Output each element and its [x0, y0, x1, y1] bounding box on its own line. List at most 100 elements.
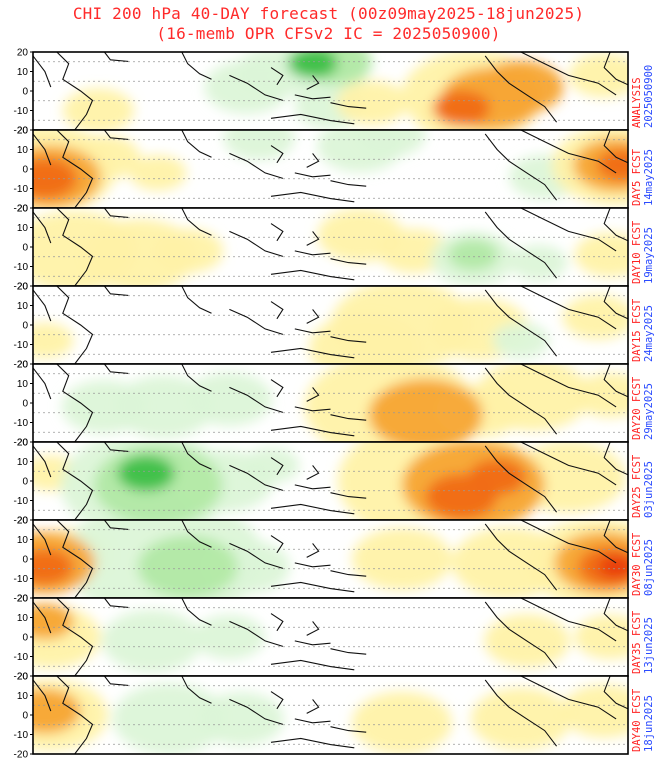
- coastlines: [33, 442, 628, 520]
- positive-anomaly-blob: [33, 603, 74, 640]
- y-tick-label: -20: [14, 672, 29, 683]
- positive-anomaly-blob: [574, 614, 628, 660]
- negative-anomaly-blob: [193, 614, 266, 660]
- y-tick-label: 0: [22, 633, 28, 644]
- panel-label: DAY40 FCST: [631, 688, 643, 752]
- coastlines: [33, 52, 628, 130]
- y-tick-label: -20: [14, 360, 29, 371]
- panel-field: [33, 520, 628, 598]
- panel-2: 20 10 0 -10 -20 DAY5 FCST 14may2025: [14, 126, 655, 215]
- y-tick-label: -20: [14, 126, 29, 137]
- panel-9: 20 10 0 -10 -20 DAY40 FCST 18jun2025: [14, 672, 655, 761]
- panel-label: DAY15 FCST: [631, 298, 643, 362]
- positive-anomaly-blob: [598, 555, 628, 578]
- y-tick-label: 20: [17, 516, 29, 527]
- negative-anomaly-blob: [117, 455, 175, 492]
- negative-anomaly-blob: [510, 244, 568, 281]
- y-tick-label: -10: [14, 652, 29, 663]
- y-tick-label: -10: [14, 418, 29, 429]
- y-tick-label: 20: [17, 282, 29, 293]
- y-tick-label: 10: [17, 535, 29, 546]
- y-tick-label: 10: [17, 145, 29, 156]
- y-tick-label: 20: [17, 126, 29, 137]
- y-tick-label: 10: [17, 301, 29, 312]
- positive-anomaly-blob: [470, 687, 571, 751]
- negative-anomaly-blob: [186, 372, 273, 426]
- positive-anomaly-blob: [468, 459, 526, 495]
- positive-anomaly-blob: [33, 158, 78, 199]
- chart-title-line2: (16-memb OPR CFSv2 IC = 2025050900): [156, 24, 501, 43]
- positive-anomaly-blob: [152, 228, 224, 274]
- y-tick-label: 10: [17, 67, 29, 78]
- coastlines: [33, 364, 628, 442]
- coastlines: [33, 520, 628, 598]
- panel-field: [33, 208, 628, 286]
- negative-anomaly-blob: [112, 683, 227, 754]
- positive-anomaly-blob: [562, 294, 628, 340]
- y-tick-label: 0: [22, 87, 28, 98]
- panel-4: 20 10 0 -10 -20 DAY15 FCST 24may2025: [14, 282, 655, 371]
- y-tick-label: -20: [14, 516, 29, 527]
- negative-anomaly-blob: [102, 609, 202, 673]
- panel-3: 20 10 0 -10 -20 DAY10 FCST 19may2025: [14, 204, 655, 293]
- panel-date: 19may2025: [643, 227, 655, 284]
- positive-anomaly-blob: [478, 60, 564, 114]
- positive-anomaly-blob: [351, 527, 452, 591]
- y-tick-label: 20: [17, 438, 29, 449]
- y-tick-label: -10: [14, 496, 29, 507]
- y-tick-label: -20: [14, 204, 29, 215]
- y-tick-label: -10: [14, 262, 29, 273]
- positive-anomaly-blob: [475, 364, 590, 431]
- panel-field: [33, 442, 626, 520]
- positive-anomaly-blob: [432, 90, 490, 127]
- panel-label: DAY25 FCST: [631, 454, 643, 518]
- positive-anomaly-blob: [33, 548, 74, 585]
- y-tick-label: 20: [17, 360, 29, 371]
- y-tick-label: 20: [17, 204, 29, 215]
- positive-anomaly-blob: [568, 53, 628, 98]
- y-tick-label: 20: [17, 594, 29, 605]
- y-tick-label: -20: [14, 594, 29, 605]
- coastlines: [33, 286, 628, 364]
- y-tick-label: 20: [17, 672, 29, 683]
- y-tick-label: 10: [17, 691, 29, 702]
- chart-title-line1: CHI 200 hPa 40-DAY forecast (00z09may202…: [72, 4, 585, 23]
- coastlines: [33, 130, 628, 208]
- negative-anomaly-blob: [223, 130, 295, 161]
- y-tick-label: -10: [14, 574, 29, 585]
- panel-5: 20 10 0 -10 -20 DAY20 FCST 29may2025: [14, 360, 655, 449]
- positive-anomaly-blob: [574, 232, 628, 278]
- y-tick-label: 10: [17, 223, 29, 234]
- negative-anomaly-blob: [492, 322, 550, 359]
- y-tick-label: -20: [14, 282, 29, 293]
- y-tick-label: 0: [22, 399, 28, 410]
- positive-anomaly-blob: [62, 88, 135, 130]
- negative-anomaly-blob: [198, 692, 285, 746]
- y-tick-label: 20: [17, 48, 29, 59]
- panel-date: 03jun2025: [643, 461, 655, 518]
- panel-label: DAY20 FCST: [631, 376, 643, 440]
- y-tick-label: -20: [14, 438, 29, 449]
- y-tick-label: -10: [14, 106, 29, 117]
- positive-anomaly-blob: [33, 322, 74, 359]
- positive-anomaly-blob: [368, 379, 483, 442]
- coastlines: [33, 208, 628, 286]
- panel-date: 18jun2025: [643, 695, 655, 752]
- positive-anomaly-blob: [597, 149, 628, 181]
- panel-field: [62, 52, 628, 130]
- y-tick-label: -20: [14, 750, 29, 761]
- y-tick-label: 10: [17, 613, 29, 624]
- y-tick-label: 0: [22, 165, 28, 176]
- panel-label: DAY35 FCST: [631, 610, 643, 674]
- negative-anomaly-blob: [354, 130, 426, 157]
- panel-1: 20 10 0 -10 -20 ANALYSIS 2025050900: [14, 48, 655, 137]
- panel-label: DAY10 FCST: [631, 220, 643, 284]
- positive-anomaly-blob: [33, 688, 81, 734]
- y-tick-label: 0: [22, 477, 28, 488]
- negative-anomaly-blob: [137, 535, 238, 598]
- y-tick-label: 0: [22, 711, 28, 722]
- positive-anomaly-blob: [129, 155, 187, 191]
- negative-anomaly-blob: [287, 52, 338, 79]
- panel-date: 29may2025: [643, 383, 655, 440]
